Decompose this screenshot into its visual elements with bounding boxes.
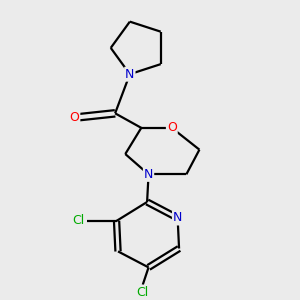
Text: O: O <box>167 122 177 134</box>
Text: N: N <box>173 212 182 224</box>
Text: O: O <box>70 111 79 124</box>
Text: N: N <box>125 68 134 81</box>
Text: Cl: Cl <box>73 214 85 227</box>
Text: N: N <box>144 168 153 181</box>
Text: Cl: Cl <box>136 286 149 298</box>
